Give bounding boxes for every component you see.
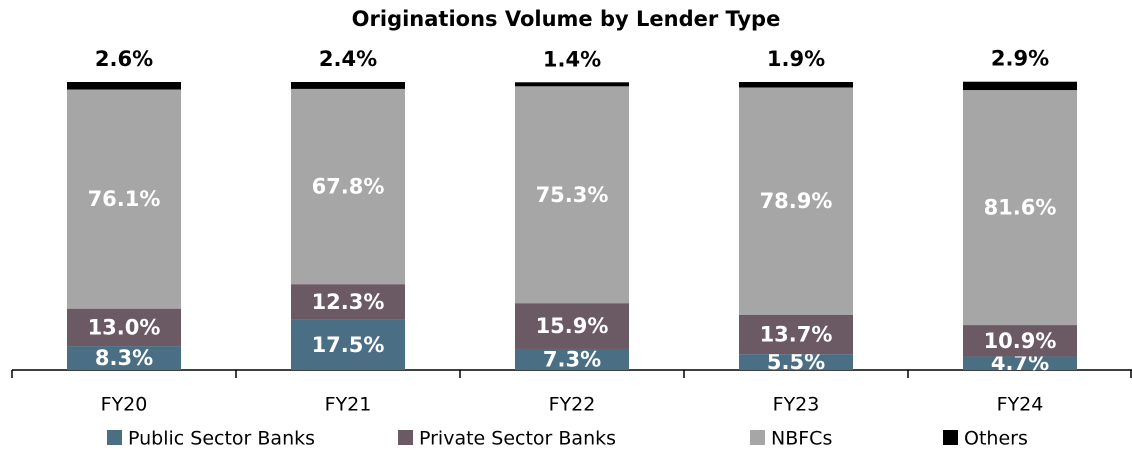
- data-label: 8.3%: [95, 346, 153, 370]
- bar-segment: [515, 82, 629, 87]
- bar-segment: [739, 354, 853, 370]
- legend-label: Public Sector Banks: [128, 428, 315, 450]
- bar-segment: [291, 319, 405, 370]
- legend-label: NBFCs: [771, 428, 832, 450]
- bar-segment: [739, 87, 853, 315]
- bar-segment: [291, 284, 405, 320]
- data-label: 17.5%: [312, 333, 385, 357]
- chart-title: Originations Volume by Lender Type: [352, 7, 781, 31]
- bar-segment: [67, 82, 181, 90]
- legend-swatch: [750, 430, 765, 445]
- legend-swatch: [107, 430, 122, 445]
- data-label: 67.8%: [312, 175, 385, 199]
- data-label: 2.4%: [319, 47, 377, 71]
- bar-segment: [963, 90, 1077, 326]
- data-label: 7.3%: [543, 347, 601, 371]
- data-label: 78.9%: [760, 189, 833, 213]
- x-tick-label: FY24: [997, 394, 1044, 416]
- bar-segment: [67, 346, 181, 370]
- bar-segment: [739, 314, 853, 355]
- x-tick-label: FY23: [773, 394, 820, 416]
- data-label: 10.9%: [984, 329, 1057, 353]
- bar-segment: [515, 348, 629, 370]
- x-tick-label: FY20: [101, 394, 148, 416]
- x-tick-label: FY22: [549, 394, 596, 416]
- legend-label: Private Sector Banks: [419, 428, 616, 450]
- bar-segment: [963, 81, 1077, 91]
- data-label: 76.1%: [88, 187, 161, 211]
- bar-segment: [515, 303, 629, 349]
- bar-segment: [67, 89, 181, 309]
- data-label: 12.3%: [312, 290, 385, 314]
- bar-segment: [515, 86, 629, 304]
- data-label: 81.6%: [984, 196, 1057, 220]
- data-label: 13.0%: [88, 315, 161, 339]
- data-label: 1.4%: [543, 47, 601, 71]
- bar-segment: [963, 325, 1077, 357]
- bar-segment: [67, 308, 181, 347]
- bar-segment: [291, 82, 405, 89]
- data-label: 13.7%: [760, 322, 833, 346]
- legend-swatch: [398, 430, 413, 445]
- bar-segment: [739, 82, 853, 88]
- bar-segment: [963, 356, 1077, 370]
- data-label: 2.6%: [95, 47, 153, 71]
- data-label: 2.9%: [991, 47, 1049, 71]
- data-label: 1.9%: [767, 47, 825, 71]
- data-label: 75.3%: [536, 183, 609, 207]
- legend-swatch: [943, 430, 958, 445]
- x-tick-label: FY21: [325, 394, 372, 416]
- data-label: 15.9%: [536, 314, 609, 338]
- legend-label: Others: [964, 428, 1028, 450]
- bar-segment: [291, 88, 405, 285]
